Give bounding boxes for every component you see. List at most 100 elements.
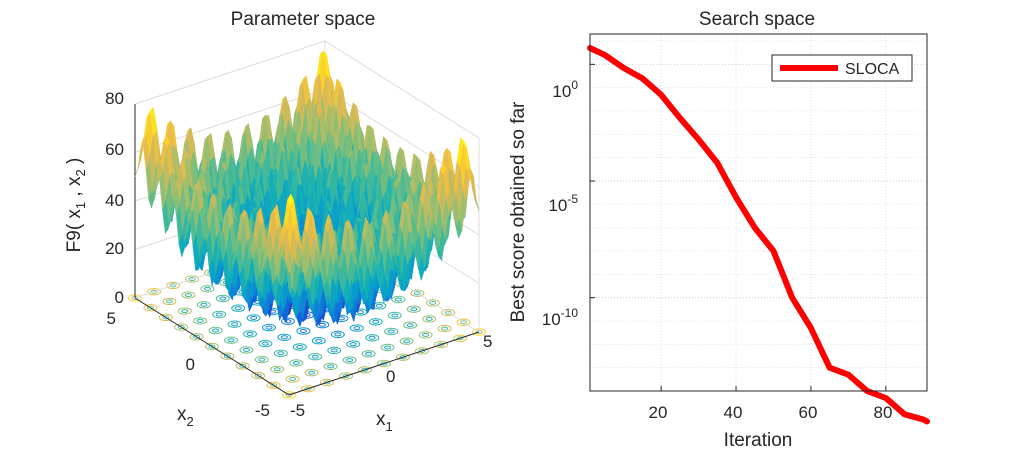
floor-contour [441, 308, 456, 317]
floor-contour [342, 356, 357, 364]
x2-tick-5: 5 [107, 309, 116, 328]
floor-contour [320, 378, 334, 387]
floor-contour-inner [361, 367, 369, 372]
floor-contour-inner [399, 355, 407, 360]
surface-panel: Parameter space 80 60 40 20 0 F9( x1 , x… [64, 9, 492, 434]
floor-contour-inner [181, 309, 189, 314]
z-tick-20: 20 [105, 239, 124, 258]
floor-contour-inner [368, 335, 376, 340]
floor-contour [227, 320, 242, 328]
floor-contour-inner [242, 347, 250, 352]
floor-contour [396, 353, 410, 361]
x-axis-label: Iteration [724, 430, 793, 451]
floor-contour-inner [444, 310, 452, 315]
x2-axis-line [134, 297, 290, 396]
y-tick-1e0: 100 [552, 78, 578, 101]
floor-contour [456, 318, 471, 326]
floor-contour-inner [146, 305, 154, 310]
floor-contour-inner [437, 342, 445, 347]
floor-contour [406, 305, 421, 313]
x1-axis-label: x1 [376, 409, 393, 434]
floor-contour [239, 346, 254, 354]
floor-contour-inner [413, 291, 421, 296]
floor-contour [453, 334, 467, 342]
floor-contour-inner [239, 363, 247, 368]
floor-contour [147, 288, 161, 296]
floor-contour [185, 275, 199, 283]
floor-contour-inner [196, 318, 204, 323]
floor-contour [224, 336, 238, 344]
floor-contour [330, 330, 345, 339]
floor-contour [196, 301, 211, 309]
floor-contour [308, 353, 323, 361]
floor-contour-inner [212, 328, 220, 333]
legend-label: SLOCA [845, 61, 900, 78]
y-tick-1e-10: 10-10 [542, 306, 579, 329]
floor-contour [258, 339, 273, 348]
x-tick-20: 20 [649, 403, 668, 422]
floor-contour [415, 347, 429, 355]
floor-contour [158, 313, 173, 322]
floor-contour [403, 321, 418, 329]
floor-contour [200, 285, 215, 293]
floor-contour-inner [327, 364, 335, 369]
floor-contour-inner [304, 386, 312, 391]
floor-contour [243, 330, 257, 338]
floor-contour-inner [215, 312, 223, 317]
floor-contour-inner [315, 338, 323, 343]
floor-contour-inner [410, 307, 418, 312]
y-axis-label: Best score obtained so far [508, 101, 529, 322]
floor-contour-inner [219, 296, 227, 301]
floor-contour [215, 294, 230, 303]
series-group [587, 45, 930, 425]
surface-title: Parameter space [231, 9, 376, 30]
floor-contour [289, 359, 304, 367]
x-tick-80: 80 [874, 403, 893, 422]
x1-tick-0: 0 [386, 367, 395, 386]
floor-contour-inner [289, 377, 297, 381]
floor-contour-inner [285, 393, 293, 397]
floor-contour-inner [375, 303, 383, 308]
floor-contour [434, 340, 448, 349]
floor-contour [384, 327, 399, 336]
floor-contour-inner [387, 329, 395, 334]
floor-contour-inner [323, 380, 331, 385]
floor-contour [327, 346, 342, 355]
floor-contour [437, 324, 452, 333]
surface-facet [286, 251, 293, 275]
floor-contour [323, 362, 338, 371]
plot-area [590, 34, 927, 391]
floor-contour-inner [334, 332, 342, 337]
grid-lines [590, 34, 927, 392]
floor-contour [311, 337, 326, 345]
series-sloca-line [587, 45, 930, 425]
floor-contour-inner [261, 341, 269, 346]
floor-contour-inner [277, 351, 285, 356]
surface-mesh [134, 50, 480, 328]
floor-contour [301, 385, 315, 393]
x-tick-60: 60 [799, 403, 818, 422]
floor-contour-inner [162, 315, 170, 320]
floor-contour [235, 362, 250, 370]
floor-contour-inner [165, 299, 173, 304]
floor-contour-inner [349, 342, 357, 347]
floor-contour [266, 381, 281, 389]
floor-contour-inner [394, 297, 402, 302]
floor-contour [231, 304, 246, 312]
floor-contour-inner [384, 345, 392, 350]
floor-contour [281, 317, 295, 325]
floor-contour [339, 372, 353, 380]
floor-contour [181, 291, 196, 299]
floor-contour [349, 324, 364, 332]
floor-contour [270, 365, 285, 373]
floor-contour-inner [429, 300, 437, 305]
floor-contour-inner [223, 354, 231, 359]
floor-contour-inner [425, 316, 433, 321]
floor-contour-inner [200, 302, 208, 307]
floor-contour [251, 371, 266, 380]
z-tick-0: 0 [115, 288, 124, 307]
floor-contour-inner [292, 361, 300, 365]
floor-contour-inner [227, 338, 235, 343]
floor-contour [220, 352, 235, 360]
